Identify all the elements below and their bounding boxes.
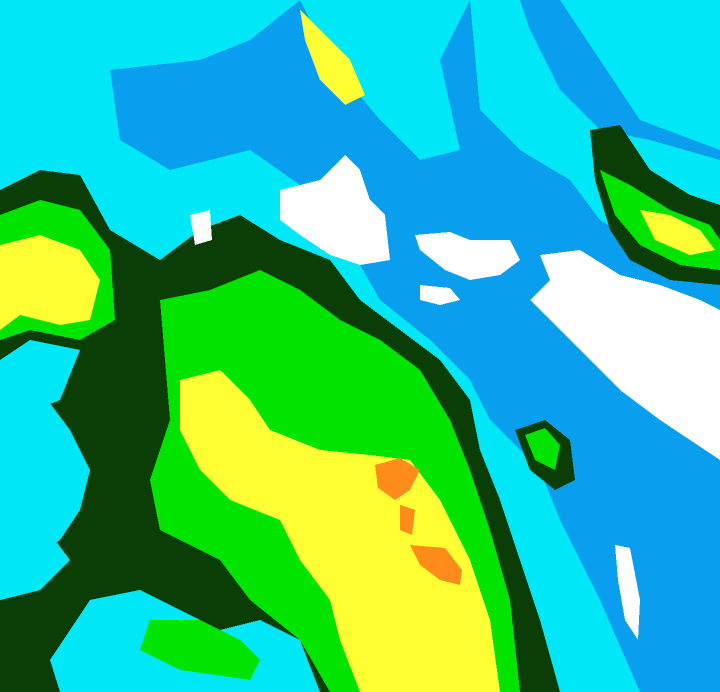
yellow-region xyxy=(0,235,100,330)
yellow-region xyxy=(300,10,365,105)
yellow-region xyxy=(180,370,500,692)
white-cloud xyxy=(280,155,390,265)
orange-region xyxy=(375,458,420,500)
white-cloud xyxy=(190,210,212,245)
white-cloud xyxy=(530,250,720,460)
orange-region xyxy=(410,545,462,585)
cyan-region xyxy=(0,0,720,160)
white-cloud xyxy=(415,232,520,280)
orange-region xyxy=(400,505,415,535)
yellow-region xyxy=(640,210,715,255)
white-cloud xyxy=(615,545,640,640)
white-cloud xyxy=(420,285,460,305)
green-region xyxy=(140,620,260,680)
green-region xyxy=(525,428,560,470)
cyan-hole xyxy=(0,390,90,560)
